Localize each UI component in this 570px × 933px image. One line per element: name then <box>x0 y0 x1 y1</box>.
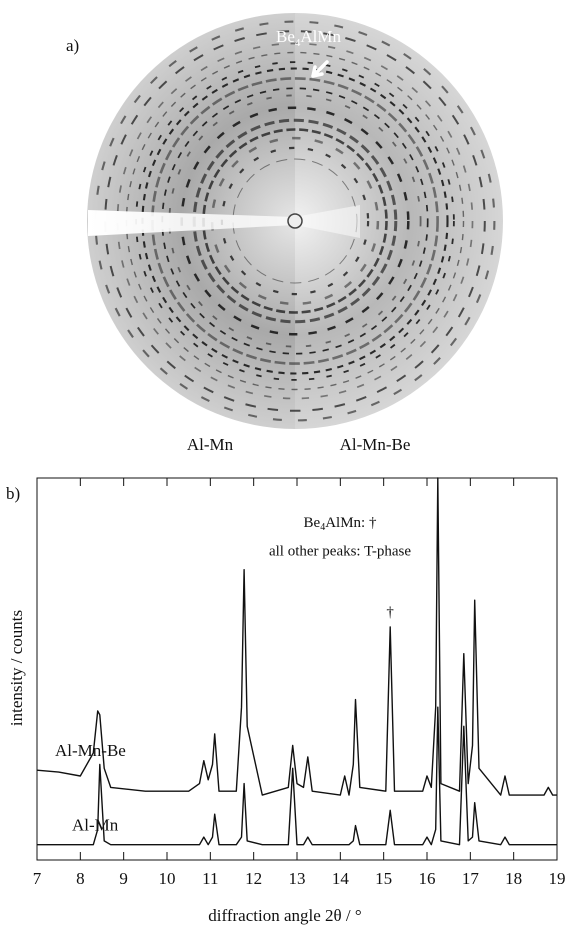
series-line <box>37 706 557 846</box>
detector-right <box>295 13 503 429</box>
ring <box>168 94 422 348</box>
annotation: all other peaks: T-phase <box>269 543 411 559</box>
panel-label: b) <box>6 484 20 503</box>
half-label: Al-Mn-Be <box>340 435 411 454</box>
panel-label: a) <box>66 36 79 55</box>
x-tick-label: 15 <box>375 869 392 888</box>
series-line <box>36 477 557 796</box>
x-tick-label: 16 <box>419 869 436 888</box>
x-tick-label: 7 <box>33 869 42 888</box>
x-tick-label: 18 <box>505 869 522 888</box>
peak-marker: † <box>386 604 394 620</box>
half-label: Al-Mn <box>187 435 234 454</box>
y-axis-label: intensity / counts <box>7 610 26 726</box>
phase-label: Be4AlMn <box>276 27 342 49</box>
subscript: 4 <box>320 522 325 533</box>
plot-frame <box>36 477 558 861</box>
x-tick-label: 14 <box>332 869 350 888</box>
ring <box>104 30 486 412</box>
beam-streak <box>88 210 295 236</box>
text: Be <box>304 515 321 531</box>
x-tick-label: 17 <box>462 869 480 888</box>
text: AlMn: † <box>325 515 377 531</box>
ring <box>210 136 380 306</box>
beam-streak <box>295 205 360 238</box>
annotation: Be4AlMn: † <box>304 515 377 533</box>
series-label: Al-Mn-Be <box>55 741 126 760</box>
x-tick-label: 9 <box>119 869 128 888</box>
diffraction-image <box>87 13 503 429</box>
series-label: Al-Mn <box>72 816 119 835</box>
x-tick-label: 8 <box>76 869 85 888</box>
x-tick-label: 11 <box>202 869 218 888</box>
x-tick-label: 13 <box>289 869 306 888</box>
x-tick-label: 19 <box>549 869 566 888</box>
text: Be <box>276 27 295 46</box>
ring <box>94 20 496 422</box>
text: AlMn <box>300 27 341 46</box>
beam-stop <box>287 213 303 229</box>
arrow <box>311 60 329 78</box>
x-tick-label: 10 <box>159 869 176 888</box>
ring <box>116 42 474 400</box>
x-axis-label: diffraction angle 2θ / ° <box>208 906 361 925</box>
x-tick-label: 12 <box>245 869 262 888</box>
subscript: 4 <box>295 37 301 49</box>
